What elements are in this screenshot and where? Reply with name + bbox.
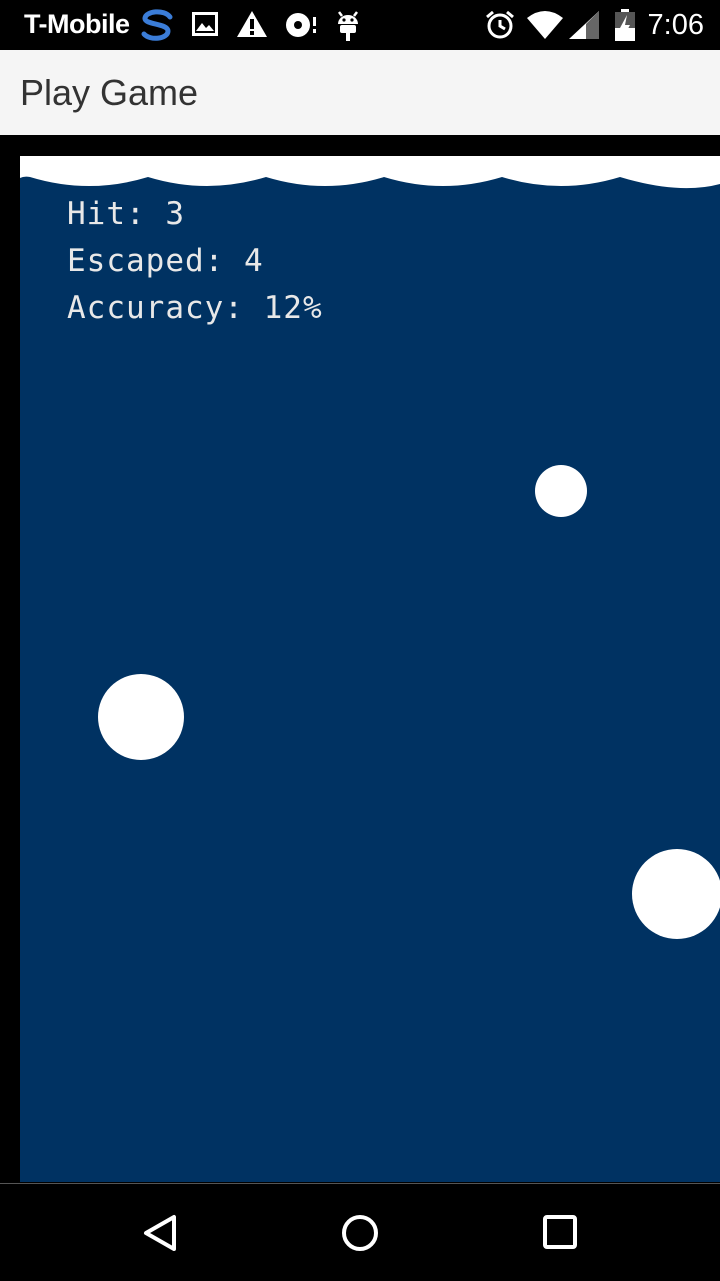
image-icon bbox=[192, 12, 218, 36]
alarm-icon bbox=[486, 10, 514, 39]
home-icon[interactable] bbox=[341, 1214, 379, 1252]
escaped-counter: Escaped: 4 bbox=[67, 243, 264, 279]
warning-icon bbox=[237, 11, 267, 37]
battery-icon bbox=[615, 9, 635, 41]
wifi-icon bbox=[527, 11, 563, 39]
nav-bar bbox=[0, 1183, 720, 1281]
back-icon[interactable] bbox=[142, 1214, 178, 1252]
status-bar: T-Mobile bbox=[0, 0, 720, 50]
clock: 7:06 bbox=[647, 9, 704, 41]
wave-border bbox=[20, 156, 720, 189]
target[interactable] bbox=[535, 465, 587, 517]
page-title: Play Game bbox=[20, 72, 199, 113]
sprint-s-icon bbox=[141, 9, 173, 41]
carrier-label: T-Mobile bbox=[24, 9, 130, 39]
android-icon bbox=[338, 11, 358, 41]
target[interactable] bbox=[98, 674, 184, 760]
hit-counter: Hit: 3 bbox=[67, 196, 185, 232]
game-canvas[interactable]: Hit: 3 Escaped: 4 Accuracy: 12% bbox=[20, 156, 720, 1182]
recents-icon[interactable] bbox=[543, 1215, 577, 1249]
signal-icon bbox=[569, 11, 599, 39]
accuracy-readout: Accuracy: 12% bbox=[67, 290, 323, 326]
app-bar: Play Game bbox=[0, 50, 720, 135]
media-icon bbox=[286, 13, 316, 37]
target[interactable] bbox=[632, 849, 720, 939]
